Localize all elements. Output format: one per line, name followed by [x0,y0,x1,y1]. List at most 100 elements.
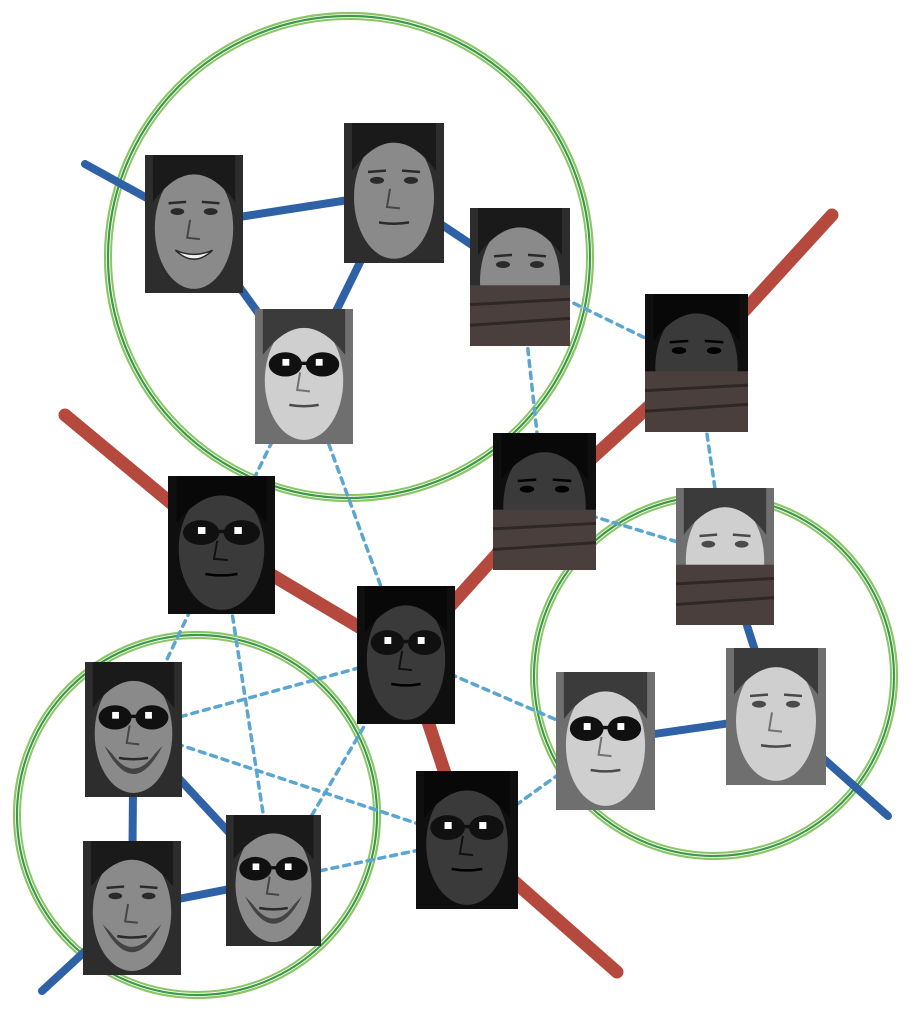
nose [212,540,229,562]
lens-glare [315,358,323,366]
left-eye [108,892,123,900]
nose [397,650,412,672]
face-skin [94,674,173,793]
hair [92,662,175,708]
hair [176,476,267,523]
eyebrows [749,693,803,698]
mouth [205,572,238,577]
hair [424,771,510,818]
right-eye [404,176,418,184]
left-eye [519,485,535,493]
eyebrows [493,253,547,258]
cluster-bottom-left-ring [12,630,382,1000]
mouth [760,744,792,748]
lens-glare [112,711,119,719]
sunglasses-bridge [462,824,472,829]
nose [458,835,474,857]
smiling-mouth [174,249,214,260]
mouth [451,867,483,872]
left-eye [752,700,766,708]
face-thumbnail-f1 [145,155,243,293]
hair [352,123,436,171]
face-thumbnail-f6 [644,294,749,432]
nose [123,903,138,924]
right-eye [203,208,218,216]
face-thumbnail-f3 [469,208,571,346]
scarf [645,371,748,432]
face-skin [235,826,312,943]
hair [152,155,236,202]
face-thumbnail-f13 [85,662,182,797]
face-thumbnail-f14 [83,841,181,975]
lens-glare [282,358,290,366]
left-eye [496,261,510,269]
left-eye [170,208,185,216]
face-skin [354,135,434,259]
face-skin [264,321,344,440]
face-thumbnail-f15 [226,815,321,946]
eyebrows [669,339,724,344]
beard [102,924,162,953]
scarf-fold-lines [644,383,749,413]
left-eye [370,176,384,184]
face-thumbnail-f12 [726,648,826,785]
nose [385,188,401,210]
scarf-fold-lines [675,576,775,606]
sunglasses-bridge [129,714,138,719]
hair [734,648,818,695]
hair [478,208,562,255]
face-thumbnails [83,123,826,975]
lens-glare [384,637,392,644]
face-thumbnail-f5 [492,433,597,570]
scarf [470,285,570,346]
cross-link-edge [131,727,469,842]
ring-middle-line [106,14,592,500]
lens-glare [252,863,260,871]
sunglasses-bridge [269,866,278,870]
nose [767,712,783,733]
lens-glare [479,822,487,829]
eyebrows [699,533,751,538]
left-eye [671,347,687,355]
face-skin [426,783,508,905]
hair [683,488,767,535]
beard [104,745,163,775]
right-eye [734,540,749,548]
beard [245,896,302,924]
face-thumbnail-f9 [416,771,518,909]
eyebrows [168,200,220,205]
ring-inner-line [19,637,375,993]
scarf [493,509,596,570]
nose [185,219,200,241]
face-skin [178,488,265,610]
mouth [590,768,621,773]
right-eye [706,347,722,355]
lens-glare [417,637,425,644]
nose [597,736,612,758]
cluster-rings [12,11,899,1000]
sunglasses-bridge [300,361,308,366]
right-eye [554,485,570,493]
lens-glare [234,527,242,534]
face-thumbnail-f7 [168,476,275,614]
left-eye [701,540,716,548]
lens-glare [444,822,452,829]
nose [125,725,140,746]
sunglasses-bridge [217,529,226,534]
face-thumbnail-f10 [675,488,775,625]
mouth [289,403,319,408]
hair [233,815,314,860]
hair [262,309,346,355]
face-skin [92,853,172,971]
hair [90,841,174,887]
lens-glare [197,527,206,534]
hair [563,672,648,719]
face-thumbnail-f2 [344,123,444,263]
mouth [391,682,421,687]
hair [364,586,448,633]
mouth [118,756,149,761]
lens-glare [284,863,292,871]
right-eye [786,700,800,708]
sunglasses-bridge [601,725,610,730]
